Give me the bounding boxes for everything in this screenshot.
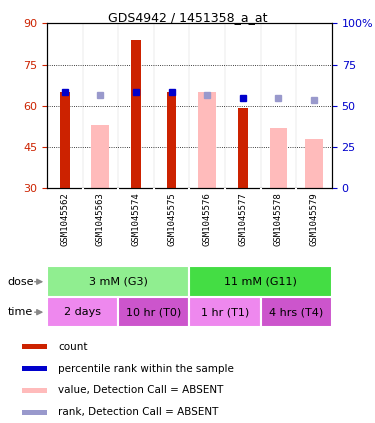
Text: 10 hr (T0): 10 hr (T0) [126,307,182,317]
Text: rank, Detection Call = ABSENT: rank, Detection Call = ABSENT [58,407,218,417]
Text: 11 mM (G11): 11 mM (G11) [224,277,297,287]
Bar [189,297,261,327]
Text: GSM1045579: GSM1045579 [310,192,318,246]
Bar [189,266,332,297]
Text: GSM1045575: GSM1045575 [167,192,176,246]
Text: count: count [58,342,87,352]
Text: 2 days: 2 days [64,307,101,317]
Bar [22,410,47,415]
Bar [118,297,189,327]
Bar [22,344,47,349]
Text: value, Detection Call = ABSENT: value, Detection Call = ABSENT [58,385,223,396]
Bar [22,366,47,371]
Text: time: time [8,307,33,317]
Text: GSM1045577: GSM1045577 [238,192,248,246]
Bar [131,40,141,188]
Bar [305,139,323,188]
Text: 4 hrs (T4): 4 hrs (T4) [269,307,323,317]
Bar [166,92,177,188]
Text: GDS4942 / 1451358_a_at: GDS4942 / 1451358_a_at [108,11,267,24]
Bar [92,125,109,188]
Bar [47,297,118,327]
Bar [60,92,70,188]
Text: GSM1045578: GSM1045578 [274,192,283,246]
Text: GSM1045563: GSM1045563 [96,192,105,246]
Bar [47,266,189,297]
Text: 3 mM (G3): 3 mM (G3) [88,277,147,287]
Text: dose: dose [8,277,34,287]
Bar [198,92,216,188]
Bar [270,128,287,188]
Text: GSM1045574: GSM1045574 [131,192,140,246]
Bar [261,297,332,327]
Text: percentile rank within the sample: percentile rank within the sample [58,363,234,374]
Text: GSM1045576: GSM1045576 [202,192,211,246]
Text: GSM1045562: GSM1045562 [60,192,69,246]
Text: 1 hr (T1): 1 hr (T1) [201,307,249,317]
Bar [22,388,47,393]
Bar [238,109,248,188]
